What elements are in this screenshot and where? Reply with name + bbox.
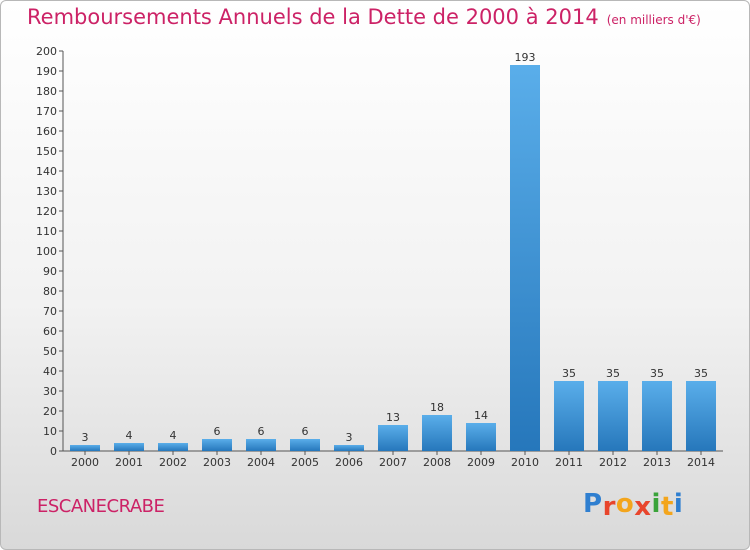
commune-name: ESCANECRABE bbox=[37, 496, 165, 517]
value-label: 18 bbox=[430, 401, 444, 414]
value-label: 4 bbox=[170, 429, 177, 442]
value-label: 35 bbox=[694, 367, 708, 380]
y-tick-label: 160 bbox=[36, 125, 57, 138]
chart-title: Remboursements Annuels de la Dette de 20… bbox=[27, 5, 701, 29]
x-tick-label: 2003 bbox=[203, 456, 231, 469]
x-tick-label: 2002 bbox=[159, 456, 187, 469]
bar-2009 bbox=[466, 423, 496, 451]
y-tick-label: 50 bbox=[43, 345, 57, 358]
y-tick-label: 10 bbox=[43, 425, 57, 438]
value-label: 4 bbox=[126, 429, 133, 442]
value-label: 13 bbox=[386, 411, 400, 424]
value-label: 6 bbox=[258, 425, 265, 438]
x-tick-label: 2009 bbox=[467, 456, 495, 469]
x-tick-label: 2005 bbox=[291, 456, 319, 469]
bar-2000 bbox=[70, 445, 100, 451]
bar-2005 bbox=[290, 439, 320, 451]
axes: 0 10 20 30 40 50 60 70 80 90 100 110 120 130 140 150 160… bbox=[36, 45, 723, 469]
x-tick-label: 2001 bbox=[115, 456, 143, 469]
value-label: 3 bbox=[346, 431, 353, 444]
y-tick-label: 180 bbox=[36, 85, 57, 98]
bar-2003 bbox=[202, 439, 232, 451]
y-tick-label: 80 bbox=[43, 285, 57, 298]
logo-letter: P bbox=[583, 489, 603, 519]
value-label: 14 bbox=[474, 409, 488, 422]
y-tick-label: 20 bbox=[43, 405, 57, 418]
x-tick-label: 2011 bbox=[555, 456, 583, 469]
logo-letter: x bbox=[634, 492, 652, 522]
bar-2014 bbox=[686, 381, 716, 451]
x-tick-label: 2006 bbox=[335, 456, 363, 469]
y-tick-label: 40 bbox=[43, 365, 57, 378]
y-tick-label: 150 bbox=[36, 145, 57, 158]
logo-letter: o bbox=[615, 489, 635, 519]
chart-title-text: Remboursements Annuels de la Dette de 20… bbox=[27, 5, 599, 29]
bars: 3 4 4 6 6 6 3 13 18 14 193 35 35 35 35 bbox=[70, 51, 716, 451]
value-label: 6 bbox=[214, 425, 221, 438]
value-label: 193 bbox=[515, 51, 536, 64]
bar-2013 bbox=[642, 381, 672, 451]
y-tick-label: 110 bbox=[36, 225, 57, 238]
bar-2012 bbox=[598, 381, 628, 451]
x-tick-label: 2008 bbox=[423, 456, 451, 469]
value-label: 3 bbox=[82, 431, 89, 444]
x-tick-label: 2000 bbox=[71, 456, 99, 469]
bar-2001 bbox=[114, 443, 144, 451]
proxiti-logo: Proxiti bbox=[583, 489, 684, 522]
bar-2011 bbox=[554, 381, 584, 451]
bar-2002 bbox=[158, 443, 188, 451]
value-label: 6 bbox=[302, 425, 309, 438]
x-tick-label: 2004 bbox=[247, 456, 275, 469]
logo-letter: t bbox=[660, 492, 674, 522]
y-tick-label: 190 bbox=[36, 65, 57, 78]
bar-2007 bbox=[378, 425, 408, 451]
y-tick-label: 100 bbox=[36, 245, 57, 258]
y-tick-label: 90 bbox=[43, 265, 57, 278]
bar-2006 bbox=[334, 445, 364, 451]
value-label: 35 bbox=[562, 367, 576, 380]
value-label: 35 bbox=[650, 367, 664, 380]
value-label: 35 bbox=[606, 367, 620, 380]
y-tick-label: 120 bbox=[36, 205, 57, 218]
y-tick-label: 130 bbox=[36, 185, 57, 198]
bar-2004 bbox=[246, 439, 276, 451]
y-tick-label: 200 bbox=[36, 45, 57, 58]
x-tick-label: 2014 bbox=[687, 456, 715, 469]
logo-letter: i bbox=[673, 489, 684, 519]
bar-2010 bbox=[510, 65, 540, 451]
y-tick-label: 0 bbox=[50, 445, 57, 458]
x-tick-label: 2010 bbox=[511, 456, 539, 469]
y-tick-label: 60 bbox=[43, 325, 57, 338]
logo-letter: i bbox=[651, 489, 661, 519]
y-tick-label: 170 bbox=[36, 105, 57, 118]
x-tick-label: 2013 bbox=[643, 456, 671, 469]
y-tick-label: 140 bbox=[36, 165, 57, 178]
x-tick-label: 2007 bbox=[379, 456, 407, 469]
y-tick-label: 30 bbox=[43, 385, 57, 398]
bar-2008 bbox=[422, 415, 452, 451]
chart-unit: (en milliers d'€) bbox=[606, 13, 701, 27]
y-tick-label: 70 bbox=[43, 305, 57, 318]
x-tick-label: 2012 bbox=[599, 456, 627, 469]
logo-letter: r bbox=[602, 492, 616, 522]
